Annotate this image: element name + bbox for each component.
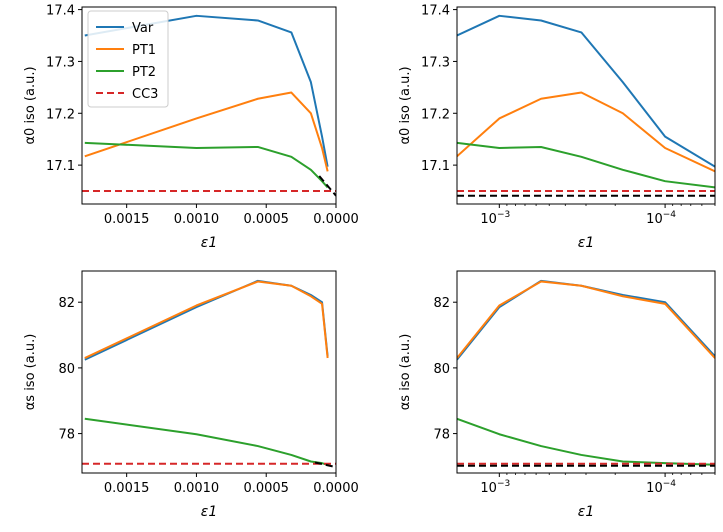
x-axis-label: ε1 xyxy=(578,235,594,251)
x-tick-label: 10−4 xyxy=(646,479,676,496)
y-tick-label: 17.1 xyxy=(46,159,75,174)
x-tick-label: 0.0010 xyxy=(174,481,220,496)
y-tick-label: 17.2 xyxy=(46,107,75,122)
y-tick-label: 17.3 xyxy=(46,55,75,70)
legend: Var PT1 PT2 CC3 xyxy=(87,10,169,108)
panel-top-right: 17.1 17.2 17.3 17.4 10−3 10−4 ε1 α0 iso (a.u.) xyxy=(398,4,716,251)
y-tick-label: 17.2 xyxy=(421,107,450,122)
x-tick-label: 10−3 xyxy=(480,210,510,227)
axes-frame xyxy=(81,270,337,474)
series-line-pt2 xyxy=(457,141,715,189)
x-tick-label: 0.0000 xyxy=(313,481,359,496)
x-tick-label: 10−4 xyxy=(646,210,676,227)
y-tick-label: 78 xyxy=(58,428,75,443)
y-axis-label: αs iso (a.u.) xyxy=(398,334,413,411)
y-tick-label: 82 xyxy=(58,296,75,311)
series-line-pt1 xyxy=(457,91,715,173)
y-tick-label: 78 xyxy=(433,428,450,443)
axes-frame xyxy=(456,270,716,474)
series-line-var xyxy=(457,279,715,361)
y-tick-label: 80 xyxy=(58,362,75,377)
y-tick-label: 80 xyxy=(433,362,450,377)
series-line-pt2 xyxy=(84,417,328,466)
legend-label: PT1 xyxy=(132,43,156,58)
y-axis-label: α0 iso (a.u.) xyxy=(398,66,413,144)
y-axis-label: αs iso (a.u.) xyxy=(23,334,38,411)
legend-box xyxy=(87,10,169,108)
panel-bottom-right: 78 80 82 10−3 10−4 ε1 αs iso (a.u.) xyxy=(398,270,716,520)
series-line-pt2 xyxy=(457,417,715,466)
x-tick-label: 0.0005 xyxy=(243,212,289,227)
panel-top-left: 17.1 17.2 17.3 17.4 0.0015 0.0010 0.0005 0.0000… xyxy=(23,4,359,251)
legend-label: Var xyxy=(132,21,154,36)
x-axis-label: ε1 xyxy=(201,235,217,251)
plot-area xyxy=(457,279,715,467)
legend-label: PT2 xyxy=(132,65,156,80)
y-tick-label: 17.1 xyxy=(421,159,450,174)
y-tick-label: 17.4 xyxy=(421,4,450,19)
series-line-pt1 xyxy=(457,280,715,359)
plot-area xyxy=(82,279,336,469)
legend-label: CC3 xyxy=(132,87,158,102)
y-tick-label: 82 xyxy=(433,296,450,311)
axes-frame xyxy=(81,6,337,205)
series-line-var xyxy=(84,279,329,361)
y-axis-label: α0 iso (a.u.) xyxy=(23,66,38,144)
series-line-var xyxy=(84,14,329,167)
series-line-pt1 xyxy=(84,280,329,359)
y-tick-label: 17.4 xyxy=(46,4,75,19)
series-line-reference xyxy=(318,175,336,197)
panel-bottom-left: 78 80 82 0.0015 0.0010 0.0005 0.0000 ε1 αs iso (… xyxy=(23,270,359,520)
x-axis-label: ε1 xyxy=(201,504,217,520)
x-tick-label: 0.0015 xyxy=(104,212,150,227)
series-line-reference xyxy=(314,461,336,469)
x-axis-label: ε1 xyxy=(578,504,594,520)
x-tick-label: 0.0015 xyxy=(104,481,150,496)
x-tick-label: 0.0005 xyxy=(243,481,289,496)
x-tick-label: 0.0010 xyxy=(174,212,220,227)
plot-area xyxy=(82,14,336,197)
x-tick-label: 0.0000 xyxy=(313,212,359,227)
series-line-pt1 xyxy=(84,91,329,172)
series-line-var xyxy=(457,14,715,168)
x-tick-label: 10−3 xyxy=(480,479,510,496)
y-tick-label: 17.3 xyxy=(421,55,450,70)
series-line-pt2 xyxy=(84,141,329,189)
plot-area xyxy=(457,14,715,197)
